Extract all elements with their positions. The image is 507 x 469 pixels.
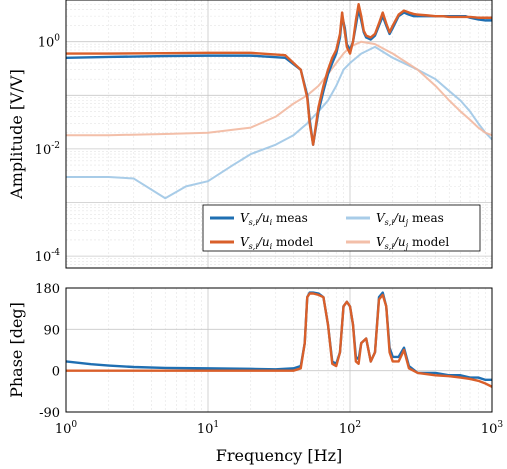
phase-y-axis-label: Phase [deg] (7, 302, 26, 398)
amplitude-series-line (66, 3, 492, 146)
amplitude-panel: 100 10-2 10-4 Amplitude [V/V] Vs,i/ui meas… (7, 0, 493, 269)
legend-entry-label: Vs,i/uj meas (376, 211, 444, 227)
phase-x-ticks: 100 101 102 103 (55, 420, 504, 437)
legend-entry-label: Vs,i/uj model (376, 235, 449, 251)
amplitude-series-line (66, 45, 492, 200)
amplitude-y-tick-label: 10-4 (35, 248, 61, 265)
phase-y-tick-label: -90 (39, 406, 60, 421)
amplitude-series (66, 3, 492, 200)
phase-plot-area (66, 288, 492, 412)
amplitude-y-tick-label: 100 (38, 34, 61, 51)
phase-y-tick-label: 0 (52, 365, 60, 380)
phase-y-tick-label: 90 (43, 323, 60, 338)
phase-y-ticks: -90 0 90 180 (35, 282, 60, 421)
phase-series-line (66, 292, 492, 388)
amplitude-y-axis-label: Amplitude [V/V] (7, 69, 26, 200)
phase-y-tick-label: 180 (35, 282, 60, 297)
phase-x-tick-label: 103 (481, 420, 504, 437)
phase-x-tick-label: 100 (55, 420, 78, 437)
x-axis-label: Frequency [Hz] (216, 446, 343, 465)
amplitude-y-ticks: 100 10-2 10-4 (35, 34, 61, 265)
phase-series (66, 291, 492, 388)
phase-x-tick-label: 102 (339, 420, 361, 437)
amplitude-frame (65, 0, 493, 269)
amplitude-series-line (66, 40, 492, 137)
legend-box (202, 204, 481, 252)
phase-x-tick-label: 101 (197, 420, 219, 437)
legend-entry-label: Vs,i/ui meas (240, 211, 308, 227)
phase-panel: -90 0 90 180 100 101 102 103 Phase [deg] Frequ… (7, 282, 503, 465)
amplitude-y-tick-label: 10-2 (35, 141, 60, 158)
legend: Vs,i/ui meas Vs,i/uj meas Vs,i/ui model Vs,… (202, 204, 481, 252)
phase-frame (65, 287, 493, 413)
legend-entry-label: Vs,i/ui model (240, 235, 313, 251)
